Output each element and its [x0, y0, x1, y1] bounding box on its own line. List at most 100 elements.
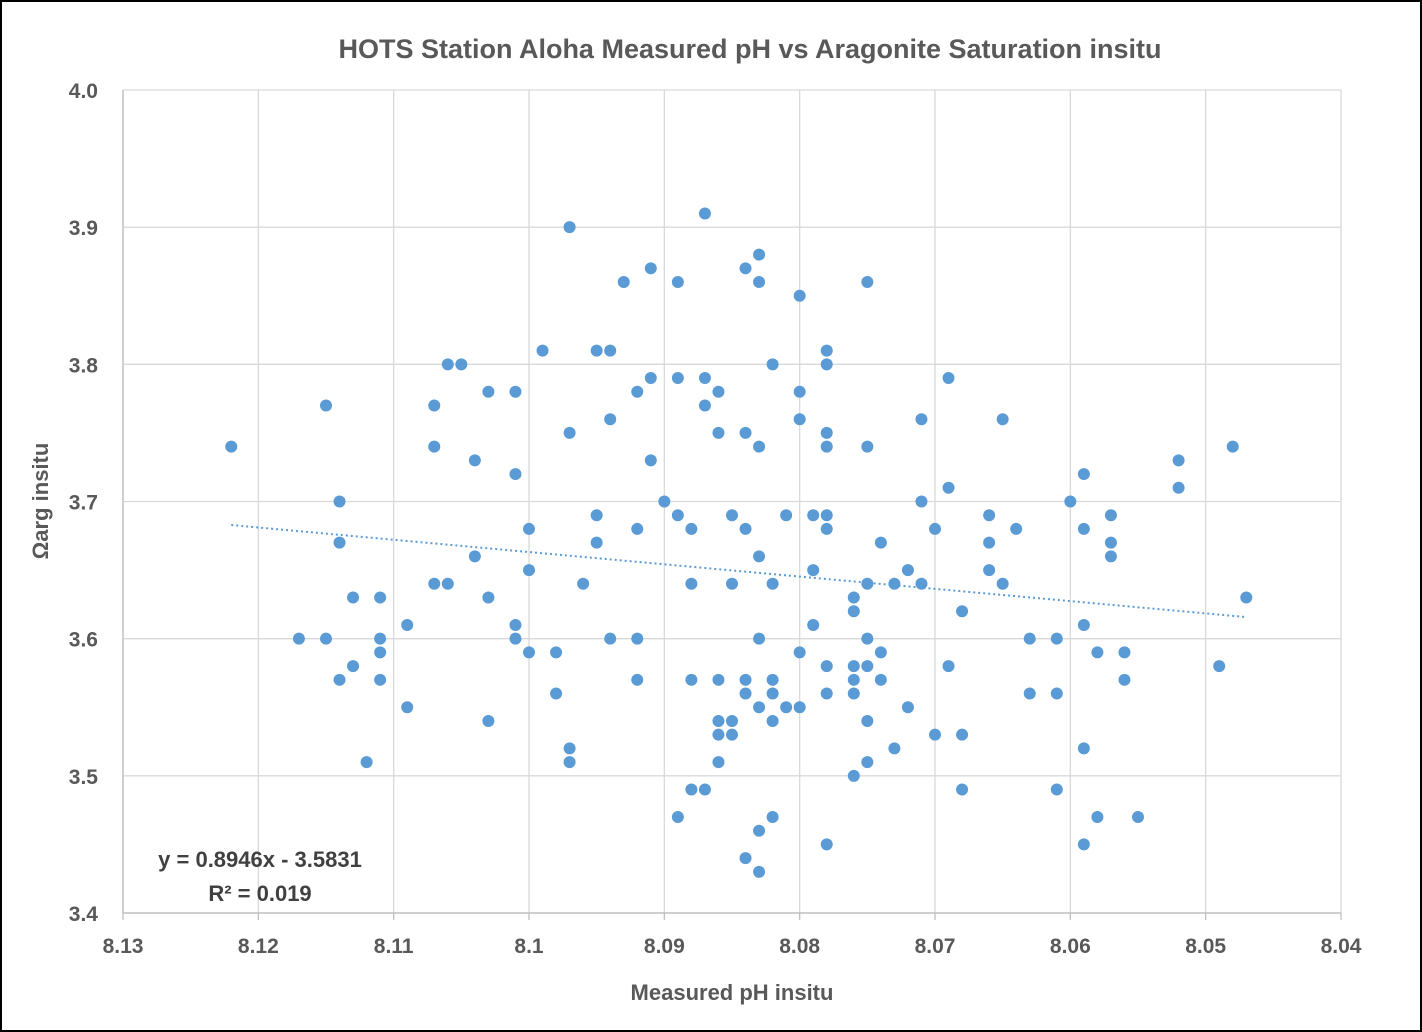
data-point — [225, 440, 238, 453]
data-point — [861, 577, 874, 590]
y-tick-label: 3.5 — [69, 766, 99, 789]
data-point — [685, 673, 698, 686]
y-tick-label: 3.8 — [69, 354, 99, 377]
data-point — [1050, 687, 1063, 700]
data-point — [563, 742, 576, 755]
y-tick-label: 4.0 — [69, 80, 98, 103]
data-point — [644, 372, 657, 385]
data-point — [983, 564, 996, 577]
data-point — [753, 440, 766, 453]
data-point — [1172, 481, 1185, 494]
data-point — [807, 618, 820, 631]
x-tick-label: 8.04 — [1321, 935, 1362, 958]
x-tick-label: 8.05 — [1185, 935, 1226, 958]
data-point — [820, 522, 833, 535]
data-point — [1091, 646, 1104, 659]
data-point — [604, 413, 617, 426]
data-point — [901, 564, 914, 577]
data-point — [915, 495, 928, 508]
data-point — [766, 577, 779, 590]
data-point — [820, 660, 833, 673]
data-point — [1050, 783, 1063, 796]
data-point — [698, 207, 711, 220]
data-point — [942, 372, 955, 385]
data-point — [820, 509, 833, 522]
data-point — [698, 783, 711, 796]
data-point — [820, 838, 833, 851]
data-point — [509, 385, 522, 398]
data-point — [482, 385, 495, 398]
data-point — [753, 276, 766, 289]
data-point — [861, 632, 874, 645]
data-point — [766, 810, 779, 823]
data-point — [550, 687, 563, 700]
data-point — [739, 687, 752, 700]
data-point — [374, 673, 387, 686]
data-point — [847, 660, 860, 673]
data-point — [942, 481, 955, 494]
data-point — [847, 687, 860, 700]
data-point — [753, 865, 766, 878]
y-axis-label: Ωarg insitu — [28, 443, 53, 560]
data-point — [915, 413, 928, 426]
data-point — [820, 358, 833, 371]
x-tick-labels: 8.13 8.12 8.11 8.1 8.09 8.08 8.07 8.06 8.05 8.04 — [103, 935, 1362, 958]
data-point — [766, 687, 779, 700]
data-point — [874, 536, 887, 549]
data-point — [563, 221, 576, 234]
data-point — [901, 701, 914, 714]
data-point — [577, 577, 590, 590]
data-point — [374, 646, 387, 659]
data-point — [1226, 440, 1239, 453]
data-points — [225, 207, 1253, 878]
data-point — [1118, 646, 1131, 659]
trendline-line — [231, 524, 1247, 619]
data-point — [685, 783, 698, 796]
data-point — [441, 577, 454, 590]
data-point — [1132, 810, 1144, 823]
data-point — [1172, 454, 1185, 467]
data-point — [942, 660, 955, 673]
data-point — [753, 550, 766, 563]
data-point — [820, 687, 833, 700]
gridlines — [123, 89, 1342, 913]
data-point — [631, 673, 644, 686]
data-point — [590, 344, 603, 357]
data-point — [671, 276, 684, 289]
data-point — [1064, 495, 1077, 508]
data-point — [685, 577, 698, 590]
data-point — [753, 824, 766, 837]
data-point — [1077, 618, 1090, 631]
data-point — [996, 577, 1009, 590]
data-point — [726, 577, 738, 590]
data-point — [807, 509, 820, 522]
data-point — [712, 714, 725, 727]
data-point — [347, 591, 360, 604]
data-point — [658, 495, 671, 508]
data-point — [1104, 550, 1117, 563]
data-point — [956, 605, 969, 618]
data-point — [617, 276, 630, 289]
x-tick-label: 8.13 — [103, 935, 144, 958]
data-point — [793, 385, 806, 398]
x-tick-label: 8.12 — [238, 935, 279, 958]
data-point — [793, 413, 806, 426]
data-point — [685, 522, 698, 535]
data-point — [780, 509, 793, 522]
data-point — [1077, 522, 1090, 535]
data-point — [1077, 742, 1090, 755]
data-point — [956, 783, 969, 796]
data-point — [509, 618, 522, 631]
axes — [122, 90, 1342, 920]
data-point — [861, 660, 874, 673]
y-tick-label: 3.9 — [69, 217, 98, 240]
data-point — [1091, 810, 1104, 823]
data-point — [847, 673, 860, 686]
data-point — [739, 522, 752, 535]
data-point — [482, 591, 495, 604]
data-point — [698, 372, 711, 385]
data-point — [861, 276, 874, 289]
data-point — [604, 344, 617, 357]
data-point — [766, 714, 779, 727]
